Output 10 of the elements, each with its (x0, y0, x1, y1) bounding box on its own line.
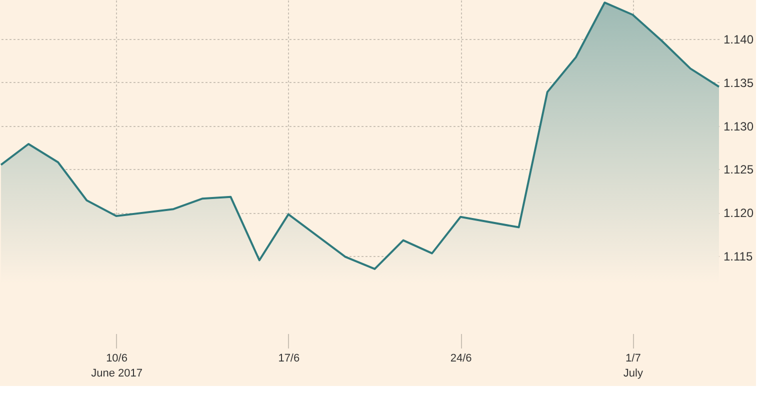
y-tick-label: 1.140 (724, 32, 754, 47)
x-tick-label: 24/6 (450, 352, 472, 364)
y-tick-label: 1.130 (724, 119, 754, 134)
y-tick-label: 1.125 (724, 162, 754, 177)
y-tick-label: 1.120 (724, 206, 754, 220)
x-tick-label: 10/6 June 2017 (91, 352, 142, 380)
x-tick-label: 17/6 (278, 352, 300, 364)
y-tick-label: 1.115 (724, 249, 753, 264)
x-tick-label: 1/7 July (623, 352, 644, 380)
y-tick-label: 1.135 (724, 76, 754, 90)
